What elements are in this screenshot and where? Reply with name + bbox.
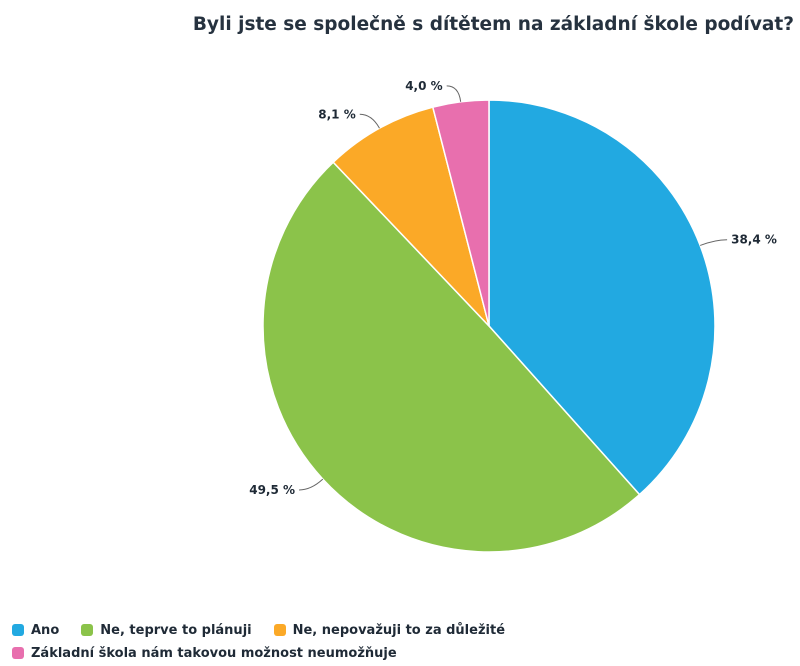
legend-item-ne-dulezite[interactable]: Ne, nepovažuji to za důležité bbox=[273, 622, 506, 638]
legend-item-neumoznuje[interactable]: Základní škola nám takovou možnost neumo… bbox=[12, 646, 397, 661]
pie-slice-1[interactable] bbox=[262, 161, 641, 553]
legend-label: Ne, teprve to plánuji bbox=[100, 622, 252, 638]
data-label-2: 8,1 % bbox=[318, 107, 355, 121]
data-label-3: 4,0 % bbox=[405, 79, 442, 93]
label-connector-2 bbox=[359, 113, 380, 129]
pie-chart: 38,4 % 49,5 % 8,1 % 4,0 % bbox=[249, 79, 777, 553]
legend-label: Základní škola nám takovou možnost neumo… bbox=[31, 645, 397, 661]
legend-swatch bbox=[81, 624, 94, 636]
legend-label: Ne, nepovažuji to za důležité bbox=[292, 622, 506, 638]
legend-swatch bbox=[12, 624, 24, 636]
legend: Ano Ne, teprve to plánuji Ne, nepovažuji… bbox=[12, 620, 572, 666]
label-connector-1 bbox=[299, 478, 324, 491]
legend-row: Základní škola nám takovou možnost neumo… bbox=[12, 643, 572, 663]
chart-title: Byli jste se společně s dítětem na zákla… bbox=[192, 14, 794, 35]
data-label-1: 49,5 % bbox=[249, 483, 295, 497]
legend-row: Ano Ne, teprve to plánuji Ne, nepovažuji… bbox=[12, 620, 572, 640]
label-connector-0 bbox=[699, 239, 728, 246]
pie-slice-3[interactable] bbox=[431, 99, 490, 327]
label-connector-3 bbox=[446, 85, 462, 102]
legend-item-ne-planuji[interactable]: Ne, teprve to plánuji bbox=[81, 622, 252, 638]
legend-label: Ano bbox=[31, 622, 60, 638]
legend-swatch bbox=[273, 624, 286, 636]
legend-item-ano[interactable]: Ano bbox=[12, 623, 59, 638]
data-label-0: 38,4 % bbox=[731, 233, 777, 247]
legend-swatch bbox=[12, 647, 24, 659]
